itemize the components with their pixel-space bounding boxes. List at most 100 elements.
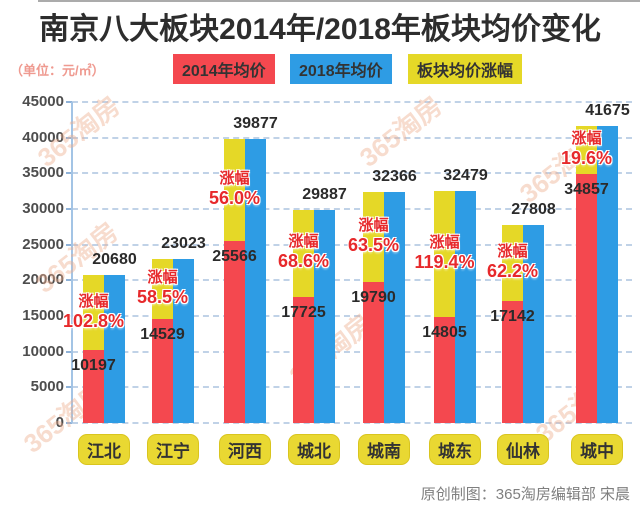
value-label-2014: 10197: [71, 357, 116, 375]
gridline: [72, 101, 632, 103]
bar-2014: [152, 319, 173, 423]
growth-label: 涨幅 62.2%: [465, 243, 561, 283]
bar-growth-segment: [434, 191, 455, 318]
value-label-2014: 34857: [564, 181, 609, 199]
growth-label: 涨幅 119.4%: [397, 234, 493, 274]
y-axis-tick: [66, 208, 72, 210]
legend-item-2014: 2014年均价: [173, 54, 275, 84]
bar-2018: [523, 224, 544, 423]
growth-label: 涨幅 102.8%: [46, 293, 142, 333]
value-label-2014: 17725: [281, 303, 326, 321]
value-label-2014: 25566: [212, 247, 257, 265]
bar-growth-segment: [293, 209, 314, 297]
y-tick-label: 30000: [22, 200, 64, 217]
y-axis-tick: [66, 279, 72, 282]
growth-label-prefix: 涨幅: [288, 233, 319, 251]
gridline: [72, 243, 632, 246]
bar-growth-segment: [152, 258, 173, 320]
value-label-2018: 23023: [161, 234, 206, 252]
legend-item-2018: 2018年均价: [290, 54, 392, 84]
bar-growth-segment: [224, 138, 245, 241]
y-tick-label: 0: [55, 414, 64, 431]
bar-2014: [83, 350, 104, 423]
value-label-2018: 27808: [511, 200, 556, 218]
value-label-2018: 29887: [302, 185, 347, 203]
y-axis-tick: [66, 136, 72, 139]
bar-2014: [576, 174, 597, 423]
bar-2018: [314, 209, 335, 423]
category-pill-3: 河西: [219, 434, 271, 465]
bar-2014: [293, 296, 314, 423]
growth-label-value: 58.5%: [136, 287, 189, 308]
bar-growth-segment: [83, 275, 104, 351]
growth-label-value: 68.6%: [277, 251, 330, 272]
y-tick-label: 40000: [22, 128, 64, 146]
y-tick-label: 10000: [22, 342, 64, 360]
unit-label: （单位：元/㎡）: [10, 63, 105, 78]
bar-growth-segment: [363, 192, 384, 282]
gridline: [72, 172, 632, 175]
gridline: [72, 208, 632, 210]
value-label-2018: 32479: [443, 167, 488, 185]
growth-label: 涨幅 68.6%: [256, 233, 352, 273]
bar-2018: [455, 191, 476, 423]
gridline: [72, 386, 632, 389]
growth-label-value: 119.4%: [414, 252, 475, 273]
bar-2018: [104, 275, 125, 423]
y-axis-tick: [66, 243, 72, 246]
category-pill-8: 城中: [571, 434, 623, 465]
bar-2018: [245, 138, 266, 423]
bar-2018: [384, 192, 405, 423]
value-label-2014: 14805: [422, 324, 467, 342]
top-border-line: [38, 0, 640, 2]
gridline: [72, 422, 632, 424]
category-pill-5: 城南: [358, 434, 410, 465]
gridline: [72, 279, 632, 282]
value-label-2018: 32366: [372, 168, 417, 186]
growth-label-value: 62.2%: [486, 260, 539, 281]
value-label-2018: 39877: [233, 114, 278, 132]
growth-label: 涨幅 56.0%: [187, 170, 283, 210]
y-axis-tick: [66, 172, 72, 175]
growth-label: 涨幅 19.6%: [539, 130, 635, 170]
bar-2014: [363, 281, 384, 423]
growth-label-value: 63.5%: [347, 234, 400, 255]
y-tick-label: 15000: [22, 307, 64, 324]
growth-label-value: 19.6%: [560, 148, 613, 169]
growth-label-prefix: 涨幅: [358, 216, 389, 234]
watermark-365taofang: 365淘房: [353, 90, 448, 173]
bar-2014: [434, 317, 455, 423]
growth-label: 涨幅 63.5%: [326, 217, 422, 257]
value-label-2014: 17142: [490, 307, 535, 325]
bar-2014: [224, 240, 245, 423]
category-pill-6: 城东: [429, 434, 481, 465]
growth-label-prefix: 涨幅: [429, 234, 460, 252]
gridline: [72, 136, 632, 139]
growth-label-value: 56.0%: [208, 187, 261, 208]
category-pill-2: 江宁: [147, 434, 199, 465]
growth-label-value: 102.8%: [62, 310, 125, 331]
gridline: [72, 350, 632, 353]
bar-growth-segment: [502, 224, 523, 301]
credit-footer: 原创制图：365淘房编辑部 宋晨: [420, 486, 630, 503]
category-pill-4: 城北: [288, 434, 340, 465]
growth-label-prefix: 涨幅: [219, 169, 250, 187]
growth-label-prefix: 涨幅: [497, 242, 528, 260]
y-tick-label: 20000: [22, 271, 64, 289]
category-pill-1: 江北: [78, 434, 130, 465]
bar-2018: [597, 125, 618, 423]
bar-2014: [502, 300, 523, 423]
growth-label-prefix: 涨幅: [571, 130, 602, 148]
bar-growth-segment: [576, 125, 597, 175]
value-label-2018: 20680: [92, 251, 137, 269]
value-label-2014: 14529: [140, 326, 185, 344]
y-axis-tick: [66, 422, 72, 424]
y-axis-line: [71, 102, 73, 423]
y-axis-tick: [66, 315, 72, 317]
y-axis-tick: [66, 350, 72, 353]
y-axis-tick: [66, 101, 72, 103]
page-title: 南京八大板块2014年/2018年板块均价变化: [39, 13, 601, 46]
legend-item-growth: 板块均价涨幅: [408, 54, 523, 84]
